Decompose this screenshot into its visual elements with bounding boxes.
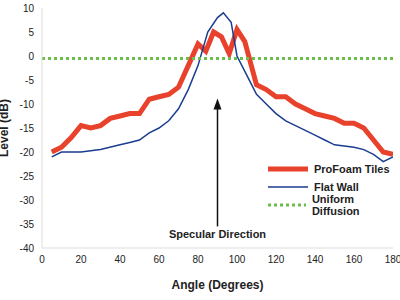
svg-text:-20: -20 <box>20 147 35 158</box>
svg-text:Angle (Degrees): Angle (Degrees) <box>171 278 263 292</box>
svg-text:10: 10 <box>23 3 35 14</box>
svg-text:0: 0 <box>28 51 34 62</box>
svg-text:Specular Direction: Specular Direction <box>169 228 266 240</box>
svg-text:160: 160 <box>346 254 363 265</box>
html-text:ProFoam Tiles: ProFoam Tiles <box>314 163 390 175</box>
svg-text:-15: -15 <box>20 123 35 134</box>
svg-text:-40: -40 <box>20 243 35 254</box>
svg-text:100: 100 <box>229 254 246 265</box>
svg-text:80: 80 <box>192 254 204 265</box>
html-text:Flat Wall: Flat Wall <box>314 181 359 193</box>
svg-text:0: 0 <box>39 254 45 265</box>
svg-text:140: 140 <box>307 254 324 265</box>
svg-text:-30: -30 <box>20 195 35 206</box>
svg-text:60: 60 <box>153 254 165 265</box>
svg-text:5: 5 <box>28 27 34 38</box>
svg-text:120: 120 <box>268 254 285 265</box>
html-text:Uniform Diffusion: Uniform Diffusion <box>311 193 360 217</box>
svg-text:40: 40 <box>114 254 126 265</box>
svg-text:20: 20 <box>75 254 87 265</box>
svg-text:-35: -35 <box>20 219 35 230</box>
svg-text:-10: -10 <box>20 99 35 110</box>
svg-text:-5: -5 <box>25 75 34 86</box>
svg-text:-25: -25 <box>20 171 35 182</box>
svg-text:180: 180 <box>385 254 392 265</box>
svg-text:Level (dB): Level (dB) <box>8 99 11 157</box>
